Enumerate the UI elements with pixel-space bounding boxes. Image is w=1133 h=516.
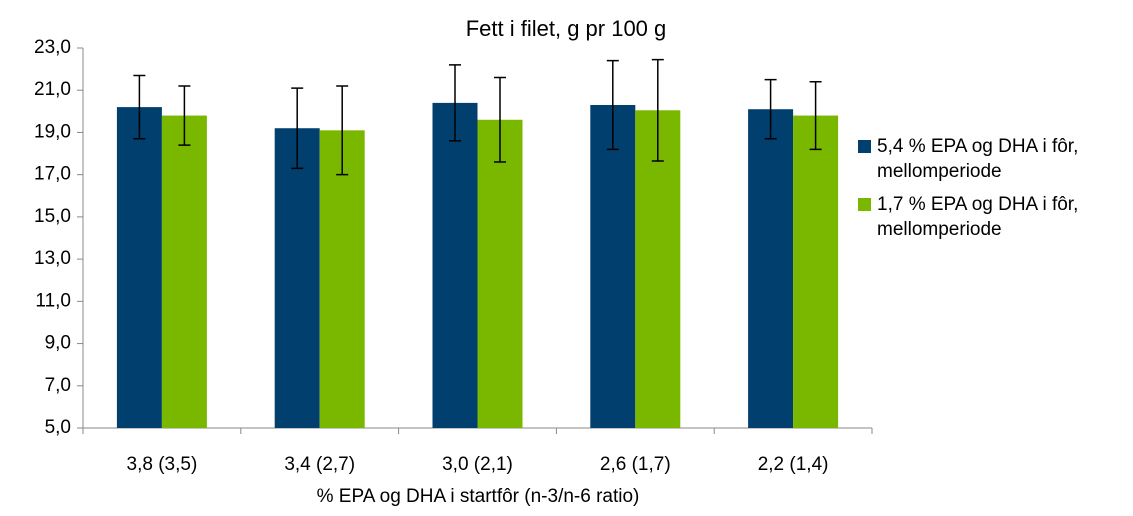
error-bar (449, 64, 461, 142)
bar (793, 115, 839, 429)
legend-label: 5,4 % EPA og DHA i fôr, mellomperiode (877, 136, 1079, 182)
x-axis-label: % EPA og DHA i startfôr (n-3/n-6 ratio) (317, 486, 640, 507)
error-bar (764, 78, 777, 140)
legend-swatch (858, 198, 871, 211)
error-bar (336, 85, 349, 176)
bar (116, 107, 162, 428)
error-bar (606, 59, 619, 151)
legend-item: 1,7 % EPA og DHA i fôr, mellomperiode (858, 192, 1128, 242)
x-tick-label: 2,6 (1,7) (600, 454, 671, 475)
y-tick-label: 23,0 (34, 37, 71, 58)
bar (748, 109, 794, 428)
x-tick-label: 2,2 (1,4) (758, 454, 829, 475)
error-bar (494, 76, 506, 163)
y-tick-label: 13,0 (34, 248, 71, 269)
bar (161, 115, 207, 429)
x-tick-label: 3,4 (2,7) (284, 454, 355, 475)
bar (477, 119, 523, 429)
chart-title: Fett i filet, g pr 100 g (466, 16, 667, 41)
error-bar (291, 87, 304, 170)
bar (635, 110, 681, 429)
y-tick-label: 19,0 (34, 121, 71, 142)
legend-label: 1,7 % EPA og DHA i fôr, mellomperiode (877, 194, 1079, 240)
y-tick-label: 11,0 (35, 290, 71, 311)
x-tick-label: 3,0 (2,1) (442, 454, 513, 475)
legend: 5,4 % EPA og DHA i fôr, mellomperiode 1,7… (858, 134, 1128, 250)
y-tick-label: 21,0 (34, 79, 71, 100)
legend-item: 5,4 % EPA og DHA i fôr, mellomperiode (858, 134, 1128, 184)
bar (319, 130, 365, 429)
y-tick-label: 15,0 (34, 206, 71, 227)
x-tick-label: 3,8 (3,5) (127, 454, 198, 475)
y-tick-label: 7,0 (45, 375, 71, 396)
y-tick-label: 9,0 (45, 333, 71, 354)
bar (274, 128, 320, 428)
error-bar (178, 85, 191, 146)
error-bar (133, 74, 146, 140)
y-tick-label: 5,0 (45, 417, 71, 438)
error-bar (651, 58, 664, 162)
y-tick-label: 17,0 (34, 164, 71, 185)
bar (432, 102, 478, 428)
bar (590, 105, 636, 428)
legend-swatch (858, 140, 871, 153)
error-bar (809, 81, 822, 151)
